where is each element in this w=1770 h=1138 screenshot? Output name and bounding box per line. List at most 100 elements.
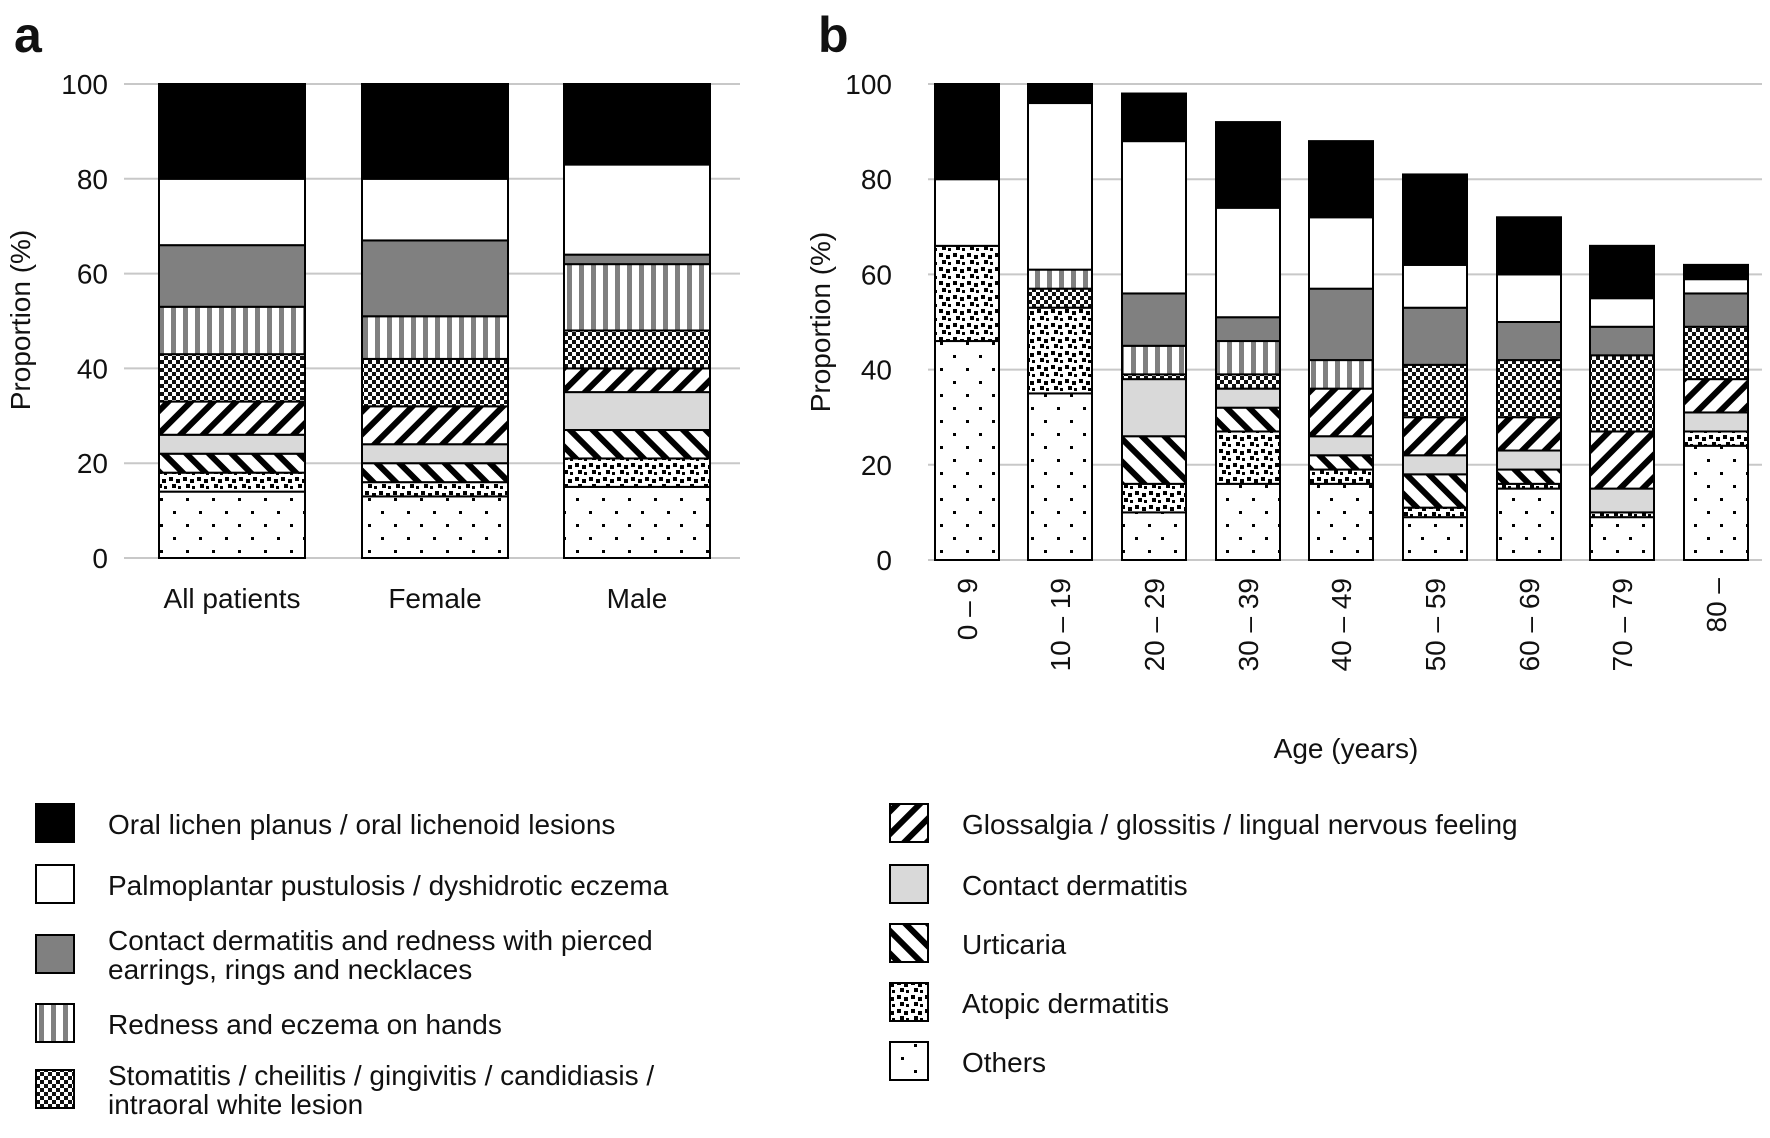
bar-segment-hands: [1308, 359, 1374, 390]
legend-swatch: [35, 934, 75, 974]
bar-segment-ppp: [1215, 206, 1281, 319]
bar-segment-oth: [1589, 516, 1655, 561]
bar-segment-oth: [563, 485, 711, 559]
bar-segment-pierce: [1215, 316, 1281, 343]
y-axis-label: Proportion (%): [5, 230, 36, 411]
bar-segment-urt: [158, 452, 306, 474]
bar-segment-urt: [1215, 406, 1281, 433]
x-tick-label: 0 – 9: [952, 578, 983, 640]
legend-swatch: [35, 864, 75, 904]
bar-segment-stoma: [1589, 354, 1655, 433]
legend-swatch: [889, 1041, 929, 1081]
bar-segment-ad: [1027, 306, 1093, 395]
legend-label: Contact dermatitis and redness with pier…: [108, 925, 653, 985]
y-tick-label: 40: [861, 355, 892, 386]
bar-segment-stoma: [1402, 363, 1468, 419]
bar-segment-oth: [1027, 392, 1093, 561]
legend-item-olp: Oral lichen planus / oral lichenoid lesi…: [35, 803, 615, 843]
x-tick-label: 80 –: [1701, 578, 1732, 633]
bar-segment-ppp: [361, 177, 509, 242]
legend-item-stoma: Stomatitis / cheilitis / gingivitis / ca…: [35, 1060, 654, 1120]
legend-item-ad: Atopic dermatitis: [889, 982, 1169, 1022]
legend-label: Atopic dermatitis: [962, 988, 1169, 1019]
bar-segment-oth: [934, 340, 1000, 562]
bar-segment-hands: [158, 305, 306, 356]
bar-segment-oth: [1402, 516, 1468, 561]
bar-segment-ad: [563, 457, 711, 488]
bar-segment-ad: [1308, 468, 1374, 485]
bar-segment-pierce: [563, 253, 711, 266]
bar-segment-olp: [1215, 121, 1281, 209]
legend-swatch: [889, 803, 929, 843]
legend-swatch: [35, 1069, 75, 1109]
bar-segment-stoma: [158, 353, 306, 403]
x-tick-label: Male: [607, 583, 668, 614]
x-tick-label: 70 – 79: [1607, 578, 1638, 671]
bar-segment-olp: [1683, 263, 1749, 281]
bar-segment-pierce: [1308, 287, 1374, 362]
bar-segment-ppp: [1027, 102, 1093, 271]
bar-segment-urt: [1496, 468, 1562, 485]
bar-segment-stoma: [1215, 373, 1281, 390]
legend-item-urt: Urticaria: [889, 923, 1067, 963]
bar-segment-pierce: [1683, 292, 1749, 328]
y-tick-label: 100: [61, 69, 108, 100]
bar-segment-gloss: [1402, 416, 1468, 457]
x-tick-label: 10 – 19: [1045, 578, 1076, 671]
bar-segment-cd: [1308, 435, 1374, 457]
bar-segment-olp: [1308, 140, 1374, 219]
bar-segment-urt: [1402, 473, 1468, 509]
bar-segment-ad: [1215, 430, 1281, 485]
x-tick-label: 40 – 49: [1326, 578, 1357, 671]
bar-segment-urt: [1308, 454, 1374, 471]
bar-segment-ad: [1121, 482, 1187, 514]
bar-segment-stoma: [1496, 359, 1562, 419]
bar-segment-oth: [1496, 487, 1562, 562]
y-tick-label: 60: [861, 259, 892, 290]
y-tick-label: 20: [861, 450, 892, 481]
bar-segment-cd: [1402, 454, 1468, 476]
bar-segment-olp: [1496, 216, 1562, 276]
bar-segment-hands: [1027, 268, 1093, 290]
x-tick-label: Female: [388, 583, 481, 614]
bar-segment-olp: [361, 83, 509, 180]
legend-item-hands: Redness and eczema on hands: [35, 1003, 502, 1043]
bar-segment-ppp: [158, 177, 306, 247]
bar-segment-ppp: [1589, 297, 1655, 328]
bar-segment-hands: [361, 315, 509, 360]
bar-segment-ppp: [1121, 140, 1187, 295]
bar-segment-stoma: [1027, 287, 1093, 309]
bar-segment-oth: [1121, 511, 1187, 562]
bar-segment-ad: [1683, 430, 1749, 447]
bar-segment-cd: [361, 443, 509, 465]
legend-swatch: [889, 864, 929, 904]
legend-label: Others: [962, 1047, 1046, 1078]
y-tick-label: 20: [77, 448, 108, 479]
x-tick-label: All patients: [164, 583, 301, 614]
bar-segment-stoma: [361, 357, 509, 408]
legend-label: Contact dermatitis: [962, 870, 1188, 901]
y-axis-label: Proportion (%): [805, 232, 836, 413]
panel-label-a: a: [14, 7, 43, 63]
bar-segment-gloss: [361, 405, 509, 446]
bar-segment-stoma: [563, 329, 711, 370]
bar-segment-pierce: [1121, 292, 1187, 347]
legend-swatch: [889, 923, 929, 963]
panel-label-b: b: [818, 7, 849, 63]
bar-segment-oth: [361, 495, 509, 560]
bar-segment-urt: [1121, 435, 1187, 485]
bar-segment-ppp: [1402, 263, 1468, 309]
bar-segment-olp: [563, 83, 711, 166]
y-tick-label: 100: [845, 69, 892, 100]
bar-segment-cd: [158, 433, 306, 455]
y-tick-label: 60: [77, 259, 108, 290]
bar-segment-ppp: [563, 163, 711, 256]
bar-segment-pierce: [1589, 325, 1655, 357]
bar-segment-gloss: [1308, 387, 1374, 438]
bar-segment-gloss: [1496, 416, 1562, 452]
bar-segment-pierce: [1496, 321, 1562, 362]
bar-segment-cd: [1496, 449, 1562, 471]
bar-segment-ppp: [1496, 273, 1562, 323]
bar-segment-gloss: [563, 367, 711, 394]
